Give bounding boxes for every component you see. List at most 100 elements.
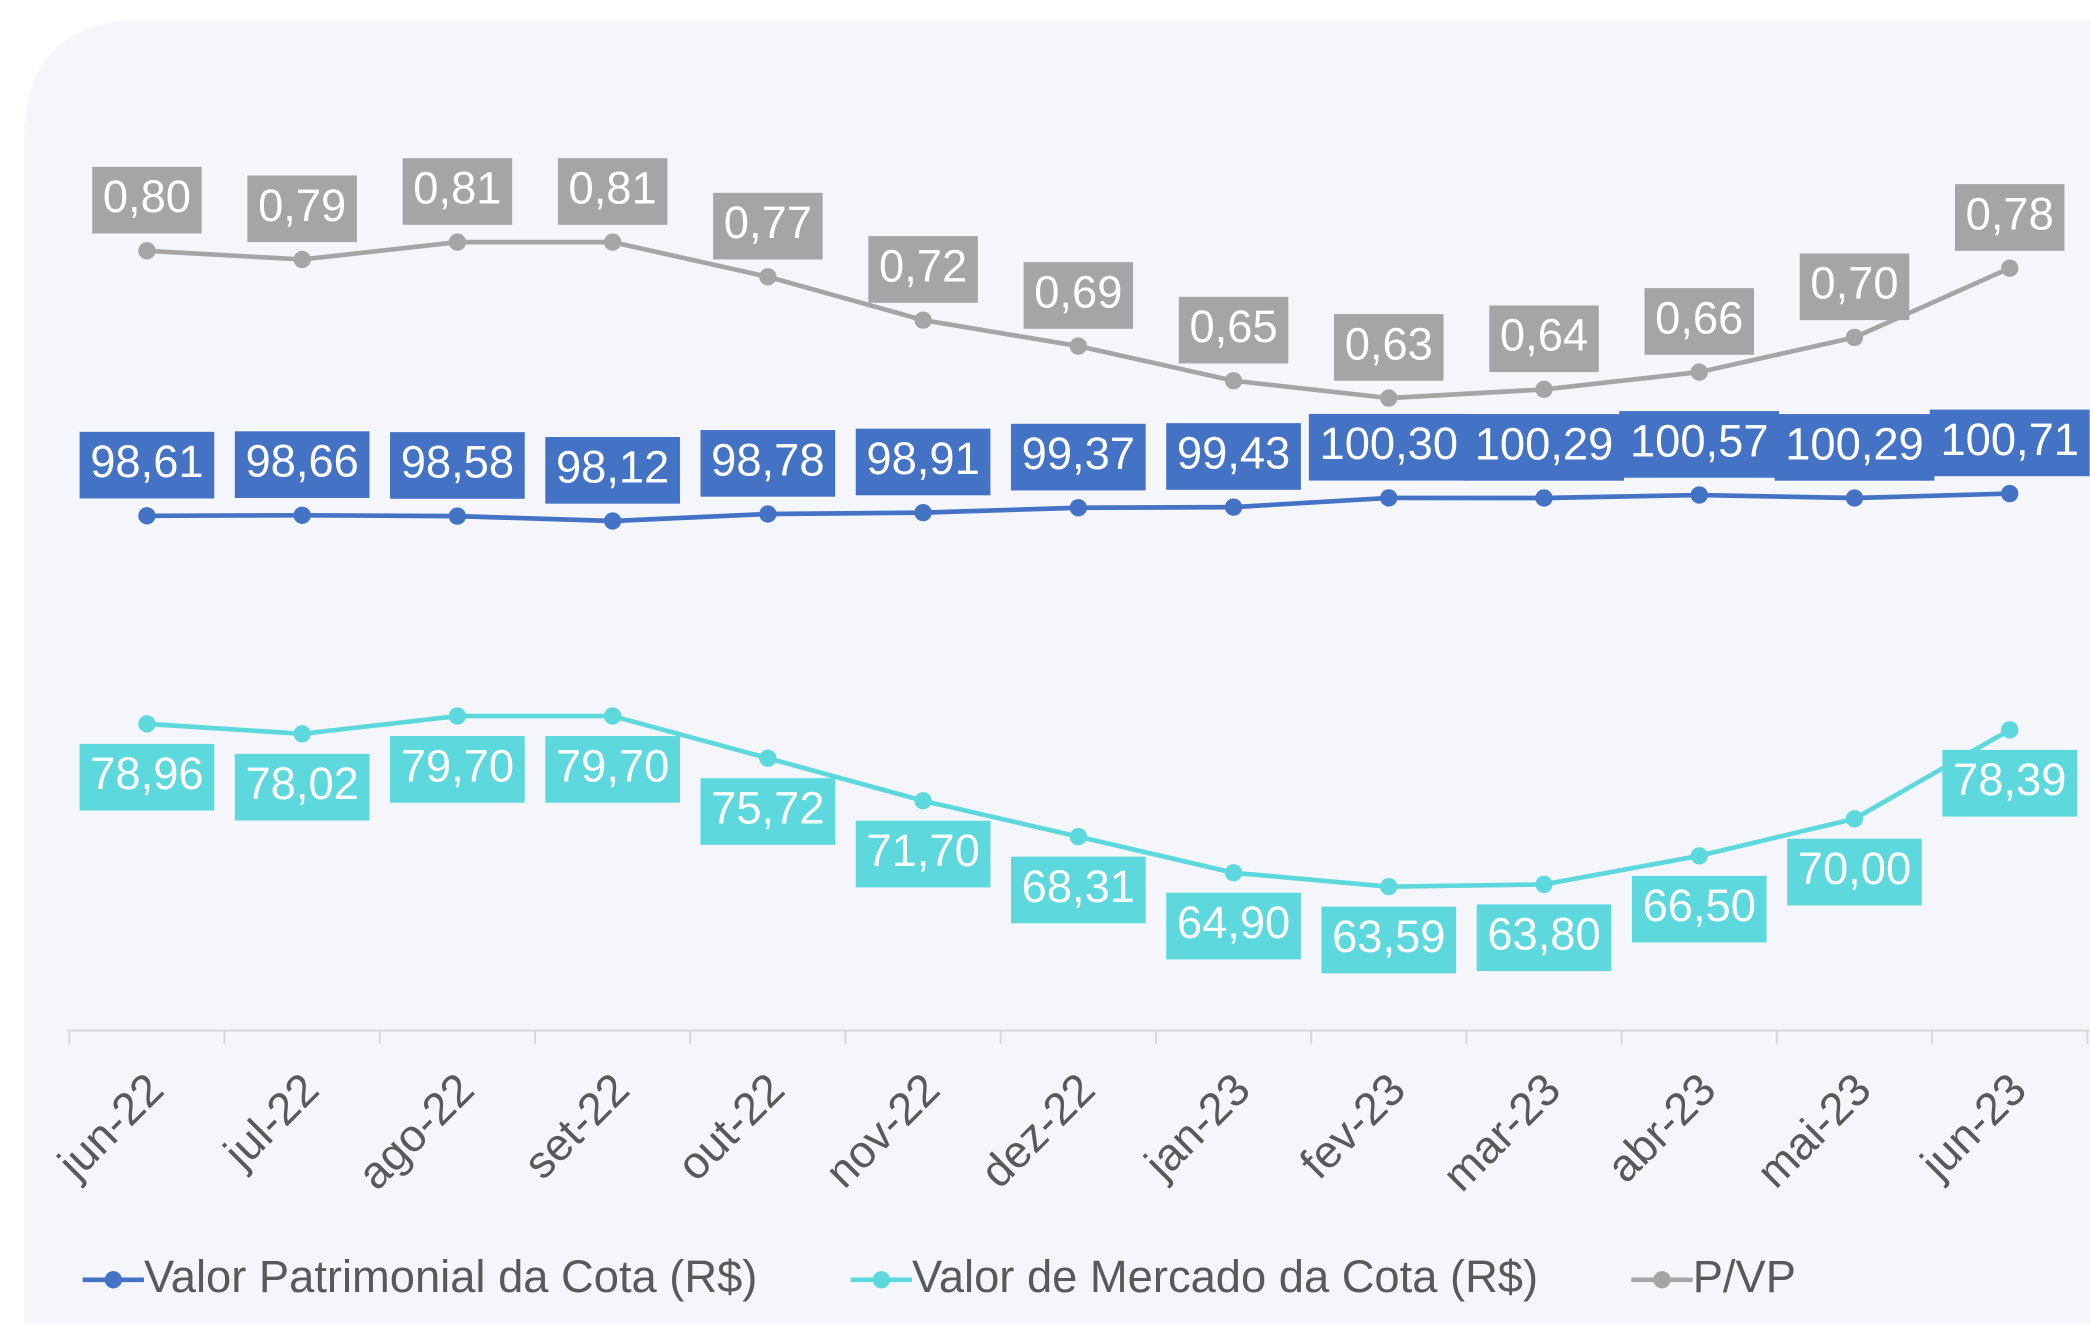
data-label-group: 0,72	[868, 236, 978, 303]
data-label: 100,57	[1630, 415, 1769, 466]
data-label: 79,70	[401, 740, 514, 791]
data-label: 78,02	[245, 758, 358, 809]
data-label: 0,65	[1189, 301, 1277, 352]
data-label-box	[713, 192, 823, 260]
data-point	[138, 507, 156, 525]
data-label: 79,70	[556, 740, 669, 791]
data-label-group: 0,63	[1334, 314, 1444, 381]
data-label-box	[1334, 314, 1444, 381]
data-label: 0,81	[569, 162, 657, 213]
data-label-box	[234, 753, 370, 821]
data-point	[448, 707, 467, 725]
data-label-group: 68,31	[1010, 856, 1146, 924]
data-label-group: 0,77	[713, 192, 823, 260]
data-label-box	[545, 736, 680, 803]
data-label-box	[1023, 262, 1134, 329]
data-label: 99,43	[1177, 427, 1290, 478]
data-point	[448, 507, 467, 525]
data-label-box	[545, 437, 680, 504]
data-point	[1069, 337, 1087, 355]
data-point	[1845, 328, 1864, 347]
data-point	[914, 311, 932, 329]
data-label-group: 98,91	[855, 428, 991, 496]
data-label: 0,72	[879, 240, 967, 291]
data-point	[1535, 380, 1553, 399]
data-point	[603, 707, 622, 725]
data-point	[1224, 498, 1243, 516]
data-point	[1380, 877, 1398, 896]
data-point	[914, 792, 932, 810]
data-label: 0,64	[1500, 310, 1588, 361]
data-label-box	[868, 236, 978, 303]
data-point	[2001, 259, 2019, 277]
data-label-group: 0,78	[1954, 184, 2065, 251]
data-label: 100,29	[1785, 418, 1924, 469]
data-label-box	[1774, 414, 1935, 481]
data-label-group: 63,80	[1476, 904, 1612, 972]
data-point	[293, 506, 311, 524]
data-label-group: 0,79	[247, 175, 357, 243]
data-label-box	[402, 158, 513, 225]
data-label: 66,50	[1643, 880, 1756, 931]
data-point	[1535, 489, 1553, 507]
data-label-box	[557, 158, 668, 225]
data-point	[1535, 875, 1553, 894]
data-label: 0,77	[724, 197, 812, 248]
data-label: 0,70	[1810, 258, 1898, 309]
data-label-box	[79, 743, 215, 811]
data-label-box	[1321, 906, 1457, 974]
legend-label: Valor Patrimonial da Cota (R$)	[144, 1251, 757, 1302]
data-label-group: 63,59	[1321, 906, 1457, 974]
data-label-box	[390, 432, 525, 499]
data-point	[2001, 721, 2019, 739]
data-point	[1069, 499, 1087, 517]
data-point	[293, 725, 311, 743]
legend-marker	[872, 1271, 891, 1289]
data-label-box	[1489, 305, 1599, 373]
data-label-box	[1787, 838, 1922, 906]
data-label-box	[234, 431, 370, 498]
data-point	[759, 749, 777, 767]
data-label-box	[79, 431, 215, 499]
data-label-box	[1929, 409, 2090, 477]
data-point	[293, 250, 311, 269]
data-point	[603, 233, 622, 251]
data-label-box	[92, 166, 202, 234]
data-label-box	[855, 820, 991, 888]
data-point	[1690, 847, 1708, 865]
data-point	[1380, 489, 1398, 507]
data-point	[1690, 363, 1708, 381]
data-label-box	[1799, 253, 1910, 321]
data-label-group: 0,80	[92, 166, 202, 234]
data-label-box	[855, 428, 991, 496]
data-label: 75,72	[711, 782, 824, 833]
data-label-box	[1942, 749, 2078, 817]
data-label-box	[1464, 414, 1624, 481]
data-label-box	[1010, 423, 1146, 491]
data-label-group: 0,65	[1178, 296, 1289, 364]
data-label-group: 0,70	[1799, 253, 1910, 321]
data-label: 98,66	[245, 436, 358, 487]
data-point	[448, 233, 467, 251]
data-label: 68,31	[1022, 861, 1135, 912]
data-label-box	[247, 175, 357, 243]
data-label-group: 0,81	[557, 158, 668, 225]
data-label: 100,29	[1475, 418, 1614, 469]
data-label-box	[390, 736, 525, 803]
data-label-group: 0,64	[1489, 305, 1599, 373]
data-label-group: 100,29	[1464, 414, 1624, 481]
data-point	[1224, 372, 1243, 390]
data-label-group: 79,70	[545, 736, 680, 803]
data-label: 78,96	[90, 748, 203, 799]
data-point	[914, 503, 932, 522]
data-label: 63,80	[1487, 909, 1600, 960]
data-point	[138, 242, 156, 260]
data-label-group: 79,70	[390, 736, 525, 803]
data-point	[1690, 486, 1708, 504]
data-label: 0,78	[1966, 188, 2054, 239]
data-label: 71,70	[866, 825, 979, 876]
data-label: 64,90	[1177, 897, 1290, 948]
data-point	[2001, 484, 2019, 503]
data-label-group: 66,50	[1631, 875, 1767, 943]
